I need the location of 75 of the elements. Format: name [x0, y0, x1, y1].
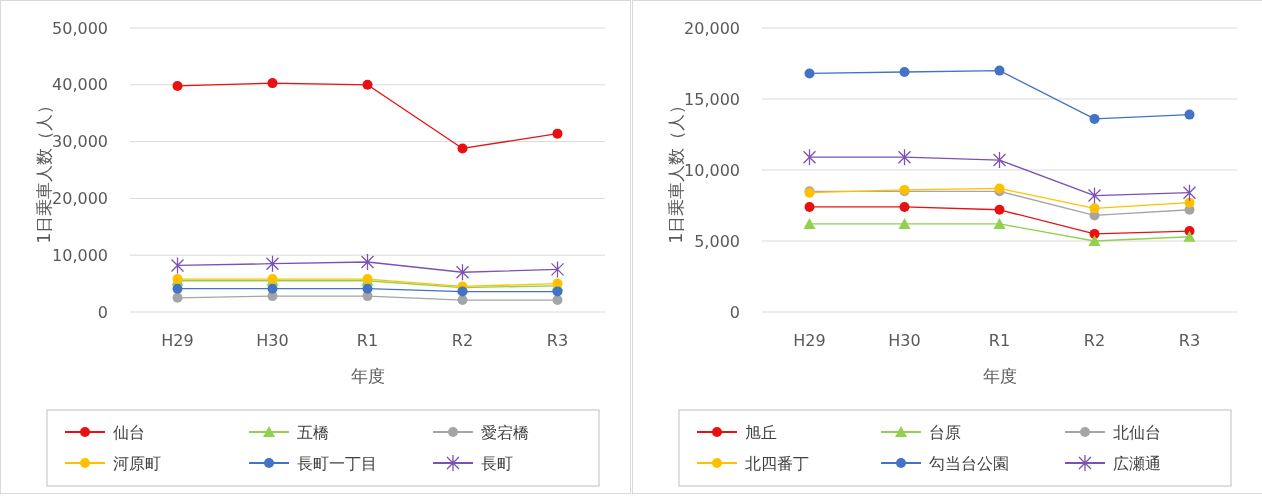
- point: [1089, 203, 1100, 214]
- point: [550, 260, 565, 279]
- point: [899, 201, 910, 212]
- point: [1184, 109, 1195, 120]
- y-tick-label: 15,000: [684, 89, 740, 109]
- point: [457, 295, 468, 306]
- y-tick-label: 40,000: [52, 75, 108, 95]
- point: [993, 217, 1006, 229]
- x-tick-label: R3: [1178, 331, 1201, 350]
- point: [267, 283, 278, 294]
- x-tick-label: R1: [988, 331, 1011, 350]
- point: [1088, 235, 1101, 246]
- point: [552, 295, 563, 306]
- y-tick-label: 0: [729, 302, 740, 322]
- point: [360, 253, 375, 271]
- point: [1183, 230, 1196, 242]
- point: [994, 204, 1005, 215]
- y-axis-title: 1日乗車人数（人）: [34, 96, 54, 244]
- point: [552, 286, 563, 297]
- x-tick-label: H30: [888, 331, 921, 350]
- x-tick-label: H29: [161, 331, 194, 350]
- point: [802, 148, 817, 166]
- point: [172, 283, 183, 294]
- legend-label: 台原: [929, 422, 961, 442]
- point: [899, 67, 910, 78]
- point: [267, 78, 278, 89]
- point: [1182, 184, 1197, 202]
- x-tick-label: R1: [356, 331, 379, 350]
- legend-label: 旭丘: [745, 422, 777, 442]
- y-tick-label: 30,000: [52, 132, 108, 152]
- point: [172, 292, 183, 303]
- legend-label: 長町: [481, 453, 513, 473]
- point: [457, 143, 468, 154]
- y-axis-title: 1日乗車人数（人）: [666, 96, 686, 244]
- legend-label: 仙台: [113, 422, 145, 442]
- x-tick-label: R3: [546, 331, 569, 350]
- y-tick-label: 50,000: [52, 18, 108, 38]
- point: [552, 128, 563, 139]
- point: [1184, 197, 1195, 208]
- point: [362, 283, 373, 294]
- legend-label: 広瀬通: [1113, 453, 1161, 473]
- point: [170, 256, 185, 275]
- point: [897, 148, 912, 166]
- x-axis-title: 年度: [350, 366, 385, 386]
- point: [265, 255, 280, 273]
- x-tick-label: H30: [256, 331, 289, 350]
- y-tick-label: 0: [97, 302, 108, 322]
- legend-label: 愛宕橋: [481, 422, 529, 442]
- legend-label: 五橋: [297, 422, 329, 442]
- y-tick-label: 10,000: [52, 245, 108, 265]
- x-tick-label: H29: [793, 331, 826, 350]
- point: [804, 68, 815, 79]
- point: [1089, 113, 1100, 124]
- point: [994, 65, 1005, 76]
- y-tick-label: 20,000: [52, 189, 108, 208]
- x-tick-label: R2: [1083, 331, 1106, 350]
- point: [455, 263, 470, 281]
- y-tick-label: 20,000: [684, 18, 740, 38]
- point: [457, 286, 468, 297]
- point: [1087, 186, 1102, 205]
- y-tick-label: 5,000: [694, 231, 740, 251]
- legend-label: 北四番丁: [745, 453, 809, 473]
- y-tick-label: 10,000: [684, 160, 740, 180]
- point: [898, 217, 911, 229]
- legend-label: 北仙台: [1113, 422, 1161, 442]
- legend-label: 勾当台公園: [929, 453, 1009, 473]
- point: [172, 80, 183, 91]
- point: [362, 79, 373, 90]
- point: [803, 217, 816, 229]
- point: [804, 201, 815, 212]
- point: [992, 151, 1007, 169]
- legend-label: 長町一丁目: [297, 453, 377, 473]
- legend-label: 河原町: [113, 453, 161, 473]
- x-axis-title: 年度: [982, 366, 1017, 386]
- x-tick-label: R2: [451, 331, 474, 350]
